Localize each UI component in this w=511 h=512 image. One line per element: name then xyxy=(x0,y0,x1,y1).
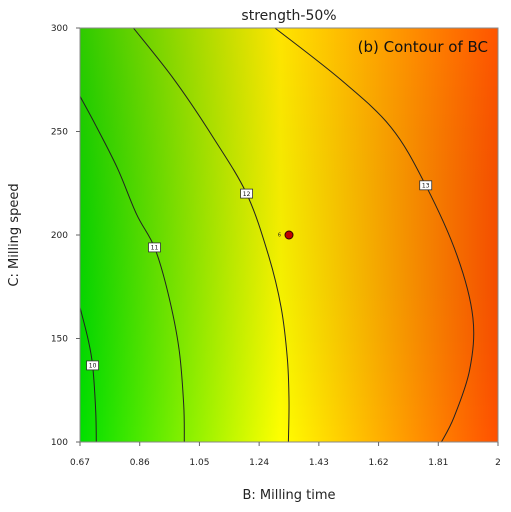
x-tick-label: 1.81 xyxy=(428,458,448,468)
x-axis-ticks: 0.67 0.86 1.05 1.24 1.43 1.62 1.81 2 xyxy=(70,442,501,468)
contour-labels: 10 11 12 13 xyxy=(86,180,433,371)
contour-label-text: 12 xyxy=(243,191,251,198)
x-tick-label: 0.86 xyxy=(130,458,150,468)
x-tick-label: 0.67 xyxy=(70,458,90,468)
contour-label-10: 10 xyxy=(86,360,99,371)
design-points: 6 xyxy=(278,230,294,240)
contour-label-text: 10 xyxy=(89,363,97,370)
x-tick-label: 2 xyxy=(495,458,501,468)
contour-line-13 xyxy=(274,28,475,442)
contour-label-box xyxy=(240,188,253,199)
chart-title: strength-50% xyxy=(241,8,336,24)
contour-label-text: 11 xyxy=(151,245,159,252)
y-tick-label: 200 xyxy=(51,231,68,241)
design-point xyxy=(284,230,294,240)
contour-line-12 xyxy=(133,28,290,442)
y-axis-label: C: Milling speed xyxy=(7,183,22,286)
design-point-label: 6 xyxy=(278,233,281,239)
contour-label-box xyxy=(419,180,433,191)
x-tick-label: 1.24 xyxy=(249,458,269,468)
contour-label-box xyxy=(86,360,99,371)
contour-label-12: 12 xyxy=(240,188,253,199)
y-tick-label: 250 xyxy=(51,128,68,138)
plot-area: 10 11 12 13 6 xyxy=(79,27,499,443)
contour-label-box xyxy=(148,242,161,253)
x-axis-label: B: Milling time xyxy=(242,488,335,503)
y-tick-label: 100 xyxy=(51,438,68,448)
chart-annotation: (b) Contour of BC xyxy=(358,38,488,56)
contour-label-11: 11 xyxy=(148,242,161,253)
y-tick-label: 300 xyxy=(51,24,68,34)
contour-label-text: 13 xyxy=(422,183,430,190)
x-tick-label: 1.43 xyxy=(309,458,329,468)
contour-label-13: 13 xyxy=(419,180,433,191)
x-tick-label: 1.05 xyxy=(189,458,209,468)
y-tick-label: 150 xyxy=(51,335,68,345)
x-tick-label: 1.62 xyxy=(369,458,389,468)
y-axis-ticks: 100 150 200 250 300 xyxy=(51,24,80,448)
